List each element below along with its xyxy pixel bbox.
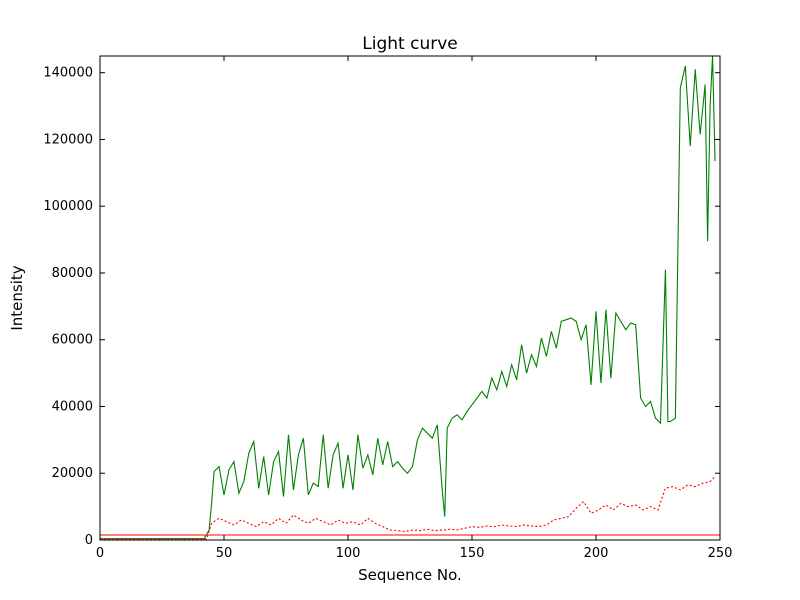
x-tick-label: 100 [336, 546, 361, 561]
y-tick-label: 80000 [52, 266, 93, 281]
y-tick-label: 0 [85, 533, 93, 548]
x-tick-label: 50 [216, 546, 233, 561]
x-tick-label: 200 [584, 546, 609, 561]
y-tick-label: 100000 [43, 199, 93, 214]
series-intensity-main [100, 56, 716, 540]
y-tick-label: 40000 [52, 399, 93, 414]
x-tick-label: 250 [708, 546, 733, 561]
chart-title: Light curve [362, 34, 458, 54]
series-intensity-secondary-dotted [100, 476, 716, 540]
y-tick-label: 120000 [43, 132, 93, 147]
y-tick-label: 140000 [43, 66, 93, 81]
x-axis-label: Sequence No. [358, 566, 462, 584]
plot-border [99, 55, 721, 541]
x-tick-label: 150 [460, 546, 485, 561]
y-tick-label: 60000 [52, 333, 93, 348]
y-tick-label: 20000 [52, 466, 93, 481]
x-tick-label: 0 [96, 546, 104, 561]
